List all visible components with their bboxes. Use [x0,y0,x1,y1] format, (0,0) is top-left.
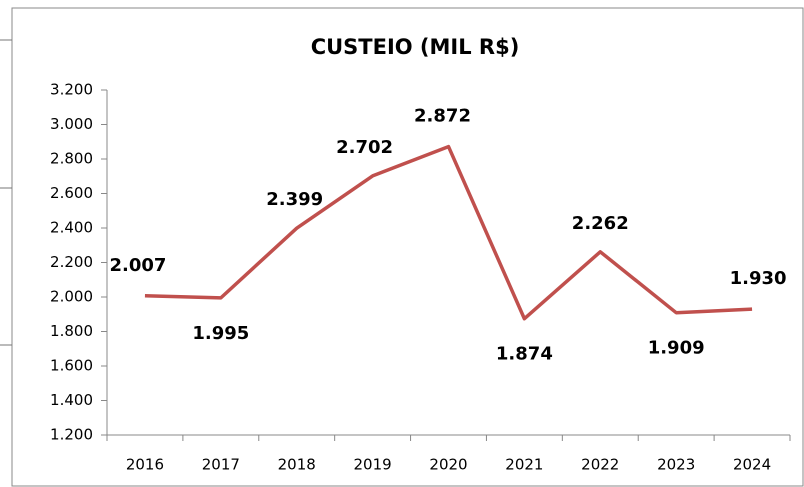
x-tick-label: 2016 [126,456,164,474]
x-tick-label: 2022 [581,456,619,474]
y-tick-label: 1.800 [50,322,93,340]
y-tick-label: 3.200 [50,81,93,99]
data-label: 2.262 [572,213,629,234]
y-tick-label: 1.400 [50,391,93,409]
y-tick-label: 2.400 [50,219,93,237]
x-tick-label: 2023 [657,456,695,474]
y-tick-label: 2.200 [50,253,93,271]
data-label: 1.874 [496,344,553,365]
data-label: 1.930 [730,268,787,289]
data-line [144,144,753,321]
y-tick-label: 2.000 [50,288,93,306]
data-label: 2.702 [336,137,393,158]
x-tick-label: 2018 [278,456,316,474]
chart-title: CUSTEIO (MIL R$) [311,35,520,59]
data-label: 2.399 [266,189,323,210]
y-tick-label: 3.000 [50,115,93,133]
y-tick-label: 1.600 [50,357,93,375]
data-label: 2.007 [109,255,166,276]
data-label: 2.872 [414,106,471,127]
y-tick-label: 1.200 [50,426,93,444]
x-tick-label: 2021 [505,456,543,474]
data-label: 1.909 [648,338,705,359]
chart-frame [11,7,804,487]
y-tick-label: 2.600 [50,184,93,202]
x-tick-label: 2024 [733,456,771,474]
x-tick-label: 2020 [429,456,467,474]
x-tick-label: 2017 [202,456,240,474]
data-label: 1.995 [192,323,249,344]
y-tick-label: 2.800 [50,150,93,168]
x-tick-label: 2019 [354,456,392,474]
